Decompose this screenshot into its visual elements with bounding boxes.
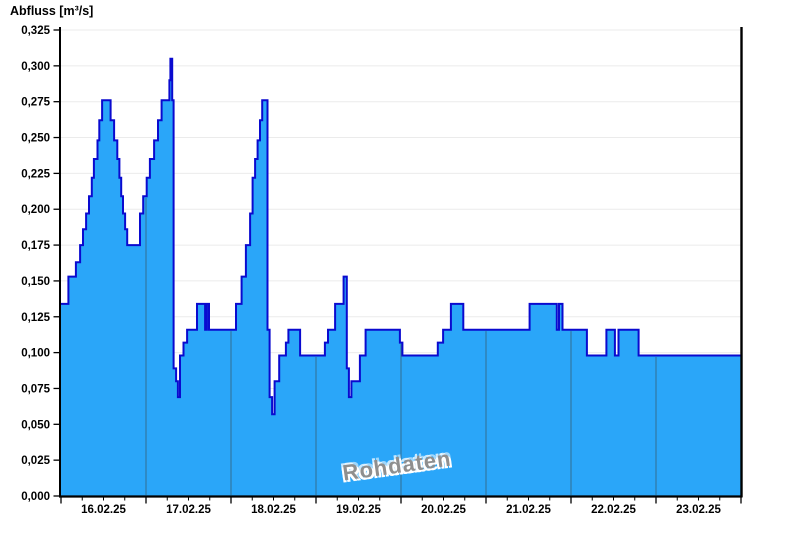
y-tick-label: 0,025 — [21, 455, 50, 467]
y-tick-label: 0,000 — [21, 491, 50, 503]
area-outline — [61, 57, 741, 416]
x-tick-label: 23.02.25 — [676, 504, 721, 516]
y-tick-label: 0,200 — [21, 204, 50, 216]
y-tick-label: 0,125 — [21, 312, 50, 324]
y-tick-label: 0,150 — [21, 276, 50, 288]
y-tick-label: 0,225 — [21, 168, 50, 180]
y-tick-label: 0,100 — [21, 348, 50, 360]
x-tick-label: 20.02.25 — [421, 504, 466, 516]
y-tick-label: 0,050 — [21, 419, 50, 431]
y-tick-label: 0,275 — [21, 97, 50, 109]
x-tick-label: 16.02.25 — [81, 504, 126, 516]
chart-title: Abfluss [m³/s] — [10, 4, 94, 18]
y-tick-label: 0,300 — [21, 61, 50, 73]
x-tick-label: 18.02.25 — [251, 504, 296, 516]
y-tick-label: 0,175 — [21, 240, 50, 252]
y-tick-label: 0,075 — [21, 383, 50, 395]
x-tick-label: 17.02.25 — [166, 504, 211, 516]
x-tick-label: 22.02.25 — [591, 504, 636, 516]
y-tick-label: 0,325 — [21, 25, 50, 37]
y-tick-label: 0,250 — [21, 133, 50, 145]
x-tick-label: 21.02.25 — [506, 504, 551, 516]
x-tick-label: 19.02.25 — [336, 504, 381, 516]
